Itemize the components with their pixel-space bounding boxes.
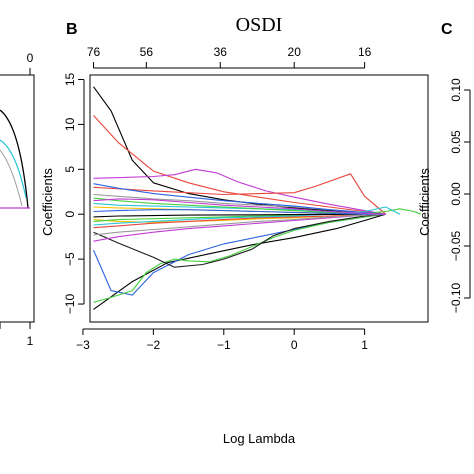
- panel-b-title: OSDI: [236, 14, 283, 36]
- panel-b-y-axis: −10 −5 0 5 10 15: [63, 72, 85, 315]
- top-tick-label: 36: [214, 45, 228, 59]
- series-line-4: [93, 173, 387, 215]
- c-y-tick-label: 0.05: [449, 130, 463, 154]
- series-line-6: [92, 213, 386, 296]
- x-tick-label: −3: [76, 338, 90, 352]
- series-line-19: [93, 213, 386, 236]
- series-line-3: [93, 168, 386, 215]
- panel-b-plot-frame: [89, 74, 429, 323]
- y-tick-label: 0: [63, 211, 77, 218]
- panel-c-label: C: [441, 21, 453, 38]
- series-line-13: [93, 183, 386, 215]
- x-tick-label: 0: [291, 338, 298, 352]
- panel-b-x-axis-label: Log Lambda: [223, 431, 296, 446]
- y-tick-label: −10: [63, 294, 77, 315]
- series-line-18: [93, 213, 386, 218]
- panel-b-label: B: [66, 21, 78, 38]
- y-tick-label: 15: [63, 72, 77, 86]
- top-tick-label: 56: [140, 45, 154, 59]
- left-fragment: 0 1: [0, 51, 35, 348]
- x-tick-label: −2: [147, 338, 161, 352]
- y-tick-label: 10: [63, 117, 77, 131]
- series-line-5: [93, 213, 386, 310]
- panel-b-y-axis-label: Coefficients: [40, 168, 55, 236]
- panel-b-x-axis: −3 −2 −1 0 1: [76, 328, 368, 352]
- series-line-22: [93, 198, 386, 215]
- panel-c-y-axis-label: Coefficients: [417, 168, 432, 236]
- series-line-16: [93, 206, 401, 226]
- c-y-tick-label: 0.00: [449, 182, 463, 206]
- panel-c: C Coefficients −0.10 −0.05 0.00 0.05 0.10: [417, 21, 471, 313]
- series-line-8: [93, 213, 386, 268]
- c-y-tick-label: −0.05: [449, 230, 463, 261]
- panel-c-y-axis: −0.10 −0.05 0.00 0.05 0.10: [449, 78, 471, 313]
- c-y-tick-label: 0.10: [449, 78, 463, 102]
- series-line-21: [93, 209, 386, 215]
- x-tick-label: 1: [361, 338, 368, 352]
- series-line-1: [93, 86, 386, 215]
- panel-b-top-axis: 76 56 36 20 16: [87, 45, 372, 69]
- y-tick-label: −5: [63, 252, 77, 266]
- top-tick-label: 76: [87, 45, 101, 59]
- left-curve-black: [0, 109, 29, 209]
- c-y-tick-label: −0.10: [449, 282, 463, 313]
- left-curve-gray: [0, 149, 23, 207]
- left-plot-frame: [0, 74, 35, 323]
- series-line-7: [93, 213, 386, 303]
- panel-b-series: [92, 86, 422, 310]
- top-tick-label: 16: [358, 45, 372, 59]
- y-tick-label: 5: [63, 166, 77, 173]
- left-top-tick-label: 0: [27, 51, 34, 65]
- top-tick-label: 20: [288, 45, 302, 59]
- left-bottom-tick-label: 1: [27, 334, 34, 348]
- x-tick-label: −1: [217, 338, 231, 352]
- left-curve-cyan: [0, 139, 27, 199]
